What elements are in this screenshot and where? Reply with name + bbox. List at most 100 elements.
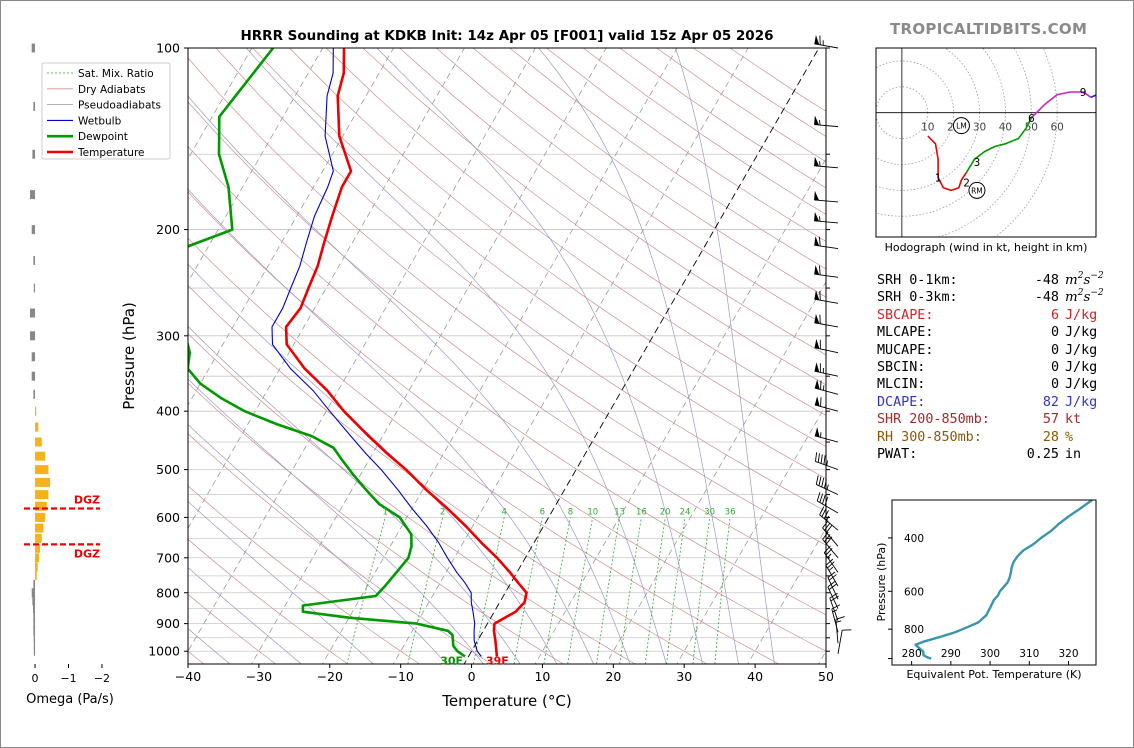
dry-adiabat [215, 48, 826, 512]
barb-shaft [814, 244, 839, 249]
barb-full [816, 492, 821, 502]
stat-row: RH 300-850mb: 28% [877, 429, 1104, 446]
barb-full [815, 452, 818, 462]
mixing-ratio-lines [346, 517, 731, 664]
dry-adiabat [252, 48, 826, 480]
stat-label: MLCAPE: [877, 325, 934, 341]
stat-value: 82 [1042, 394, 1059, 410]
barb-flag [814, 290, 820, 301]
barb-full [821, 495, 826, 505]
theta-y-tick-label: 800 [904, 624, 924, 636]
omega-bar [35, 553, 40, 563]
mixing-ratio-line [473, 517, 505, 664]
barb-full [829, 592, 838, 599]
dry-adiabat [188, 145, 826, 616]
stat-value: 0 [1050, 359, 1059, 375]
dry-adiabat [188, 593, 277, 664]
stat-unit: J/kg [1065, 359, 1098, 375]
omega-bar [33, 579, 36, 589]
theta-e-xlabel: Equivalent Pot. Temperature (K) [906, 668, 1081, 681]
wind-barb [814, 156, 839, 169]
barb-full [815, 475, 819, 485]
omega-bar [33, 646, 36, 656]
barb-flag [814, 338, 820, 349]
y-tick-label: 700 [156, 550, 180, 565]
mixing-ratio-label: 4 [502, 507, 507, 517]
wind-barb [814, 190, 839, 203]
sounding-profiles [188, 48, 528, 658]
hodograph-trace [1030, 91, 1092, 119]
y-tick-label: 200 [156, 222, 180, 237]
barb-shaft [825, 565, 839, 587]
barb-half [826, 460, 828, 466]
omega-tick-label: 0 [32, 672, 39, 685]
hodograph-ring-label: 30 [973, 122, 986, 134]
stat-value: 0 [1050, 377, 1059, 393]
stat-unit: kt [1065, 412, 1082, 428]
dry-adiabat [188, 433, 493, 664]
stat-label: MUCAPE: [877, 342, 934, 358]
legend-label: Dewpoint [78, 131, 128, 143]
y-tick-label: 100 [156, 41, 180, 56]
wind-barb [835, 616, 845, 644]
barb-flag [814, 396, 820, 407]
mixing-ratio-label: 36 [725, 507, 736, 517]
stat-label: SBCIN: [877, 359, 926, 375]
omega-tick-label: −1 [60, 672, 76, 685]
stat-row: DCAPE: 82 J/kg [877, 394, 1104, 411]
barb-full [826, 536, 833, 545]
stat-row: PWAT: 0.25 in [877, 446, 1104, 463]
y-tick-label: 300 [156, 328, 180, 343]
theta-x-tick-label: 300 [980, 648, 1000, 660]
wind-barb [814, 115, 839, 128]
omega-bar [35, 451, 46, 461]
hodograph-height-label: 2 [963, 178, 970, 190]
barb-full [820, 454, 823, 464]
omega-bar [33, 604, 36, 614]
omega-bar [33, 611, 36, 621]
omega-bar [35, 437, 42, 447]
mixing-ratio-label: 20 [660, 507, 671, 517]
wind-barb [814, 396, 839, 412]
omega-bar [30, 190, 36, 200]
stat-unit: % [1065, 429, 1074, 445]
theta-e-line [914, 500, 1093, 660]
y-tick-label: 900 [156, 616, 180, 631]
pseudoadiabat [188, 424, 447, 664]
pseudoadiabat [376, 48, 703, 664]
wind-barbs [814, 34, 852, 654]
x-tick-label: 50 [818, 669, 834, 684]
barb-shaft [814, 273, 839, 278]
dry-adiabat [188, 538, 349, 664]
mixing-ratio-line [692, 517, 711, 664]
stat-unit-sup: 2 [1077, 288, 1084, 299]
barb-half [819, 119, 821, 126]
zero-isotherm [463, 48, 820, 664]
barb-half [826, 515, 830, 521]
skewt-xlabel: Temperature (°C) [441, 692, 571, 710]
barb-flag [814, 211, 820, 222]
barb-full [823, 510, 829, 519]
dry-adiabat [188, 284, 708, 664]
barb-full [835, 616, 845, 620]
stat-value: 57 [1042, 412, 1059, 428]
barb-full [821, 477, 825, 488]
stat-value: 0 [1050, 325, 1059, 341]
isotherm [188, 48, 536, 653]
dry-adiabat [399, 48, 826, 356]
x-tick-label: 0 [468, 669, 476, 684]
skewt-ylabel: Pressure (hPa) [120, 302, 138, 410]
stat-unit: J/kg [1065, 307, 1098, 323]
barb-flag [814, 313, 820, 324]
barb-half [819, 161, 821, 167]
barb-shaft [815, 461, 839, 471]
legend-label: Sat. Mix. Ratio [78, 68, 154, 80]
hodograph-clip: 10203040506012369LMRM [876, 48, 1096, 237]
stat-row: MLCAPE: 0 J/kg [877, 324, 1104, 341]
barb-full [825, 558, 834, 566]
omega-bar [35, 406, 37, 416]
stat-value: 0.25 [1026, 446, 1059, 462]
mixing-ratio-line [714, 517, 731, 664]
pseudoadiabat [188, 378, 484, 664]
